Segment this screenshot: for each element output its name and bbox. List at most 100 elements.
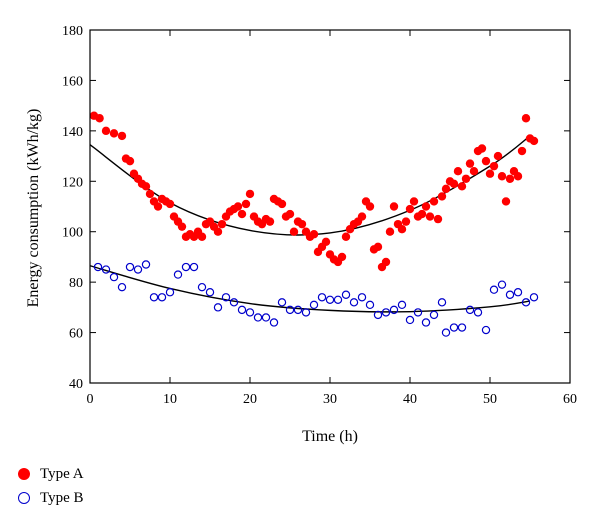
data-point-series-1 (157, 293, 167, 302)
data-point-series-0 (109, 129, 119, 138)
legend: Type A Type B (18, 462, 84, 510)
data-point-series-0 (517, 146, 527, 156)
data-point-series-0 (341, 232, 351, 241)
data-point-series-1 (397, 300, 407, 310)
x-tick-label: 40 (403, 392, 417, 407)
data-point-series-0 (177, 222, 187, 231)
data-point-series-0 (101, 126, 111, 136)
data-point-series-0 (489, 161, 499, 171)
data-point-series-0 (381, 257, 391, 267)
x-tick-label: 20 (243, 392, 257, 407)
data-point-series-0 (197, 232, 207, 241)
data-point-series-1 (505, 290, 515, 299)
data-point-series-1 (429, 310, 439, 320)
data-point-series-0 (321, 237, 331, 246)
data-point-series-0 (505, 174, 515, 183)
data-point-series-0 (425, 212, 435, 221)
data-point-series-0 (497, 172, 507, 181)
y-tick-label: 100 (62, 226, 83, 241)
data-point-series-0 (213, 227, 223, 236)
data-point-series-1 (317, 293, 327, 302)
y-tick-label: 80 (69, 276, 83, 291)
x-tick-label: 0 (87, 392, 94, 407)
data-point-series-1 (109, 272, 119, 282)
data-point-series-1 (457, 323, 467, 332)
data-point-series-0 (309, 230, 319, 239)
data-point-series-0 (521, 114, 531, 123)
data-point-series-0 (365, 202, 375, 211)
data-point-series-1 (101, 265, 111, 274)
data-point-series-1 (237, 305, 247, 315)
data-point-series-0 (153, 202, 163, 211)
data-point-series-0 (465, 159, 475, 168)
data-point-series-1 (449, 323, 459, 332)
hollow-circle-icon (18, 492, 30, 504)
data-point-series-0 (385, 227, 395, 236)
data-point-series-1 (481, 325, 491, 335)
x-tick-label: 50 (483, 392, 497, 407)
legend-label-type-a: Type A (40, 465, 84, 482)
data-point-series-1 (437, 298, 447, 307)
data-point-series-0 (421, 202, 431, 211)
data-point-series-0 (485, 169, 495, 178)
data-point-series-0 (289, 227, 299, 236)
data-point-series-0 (477, 144, 487, 153)
data-point-series-1 (341, 290, 351, 299)
data-point-series-0 (245, 189, 255, 199)
data-point-series-0 (429, 197, 439, 206)
data-point-series-1 (421, 318, 431, 327)
data-point-series-1 (165, 288, 175, 297)
axes: 0 10 20 30 40 50 60 40 60 80 100 120 140 160 180 (62, 24, 577, 407)
data-point-series-0 (437, 192, 447, 201)
y-tick-label: 160 (62, 74, 83, 89)
data-point-series-0 (501, 197, 511, 206)
legend-label-type-b: Type B (40, 489, 84, 506)
data-point-series-1 (325, 295, 335, 304)
filled-circle-icon (18, 468, 30, 480)
legend-item-type-b: Type B (18, 486, 84, 510)
data-points (89, 111, 539, 337)
y-tick-label: 140 (62, 125, 83, 140)
y-tick-label: 60 (69, 327, 83, 342)
data-point-series-1 (197, 282, 207, 292)
data-point-series-1 (497, 280, 507, 289)
data-point-series-0 (373, 242, 383, 252)
data-point-series-1 (365, 300, 375, 310)
x-tick-label: 60 (563, 392, 577, 407)
data-point-series-1 (117, 282, 127, 292)
data-point-series-1 (489, 285, 499, 294)
y-tick-label: 120 (62, 175, 83, 190)
data-point-series-1 (141, 260, 151, 269)
data-point-series-0 (117, 131, 127, 141)
data-point-series-0 (145, 189, 155, 199)
data-point-series-1 (301, 308, 311, 317)
data-point-series-1 (181, 262, 191, 272)
data-point-series-0 (95, 114, 104, 123)
data-point-series-1 (269, 318, 279, 327)
data-point-series-1 (357, 293, 367, 302)
data-point-series-1 (285, 305, 295, 315)
data-point-series-0 (165, 199, 175, 209)
data-point-series-1 (277, 298, 287, 307)
data-point-series-0 (337, 252, 347, 262)
data-point-series-1 (441, 328, 451, 337)
data-point-series-0 (265, 217, 275, 226)
y-axis-title: Energy consumption (kWh/kg) (25, 109, 42, 308)
data-point-series-0 (453, 167, 463, 176)
data-point-series-1 (245, 308, 255, 317)
data-point-series-0 (529, 136, 539, 146)
data-point-series-1 (253, 313, 263, 322)
data-point-series-0 (513, 172, 523, 181)
data-point-series-0 (357, 212, 367, 221)
data-point-series-0 (493, 151, 503, 161)
data-point-series-0 (389, 202, 399, 211)
data-point-series-0 (457, 182, 467, 191)
data-point-series-0 (277, 199, 287, 209)
data-point-series-1 (293, 305, 303, 315)
data-point-series-1 (373, 310, 383, 320)
data-point-series-0 (417, 209, 427, 219)
data-point-series-1 (221, 293, 231, 302)
data-point-series-0 (285, 209, 295, 219)
data-point-series-0 (441, 184, 451, 194)
data-point-series-1 (389, 305, 399, 315)
